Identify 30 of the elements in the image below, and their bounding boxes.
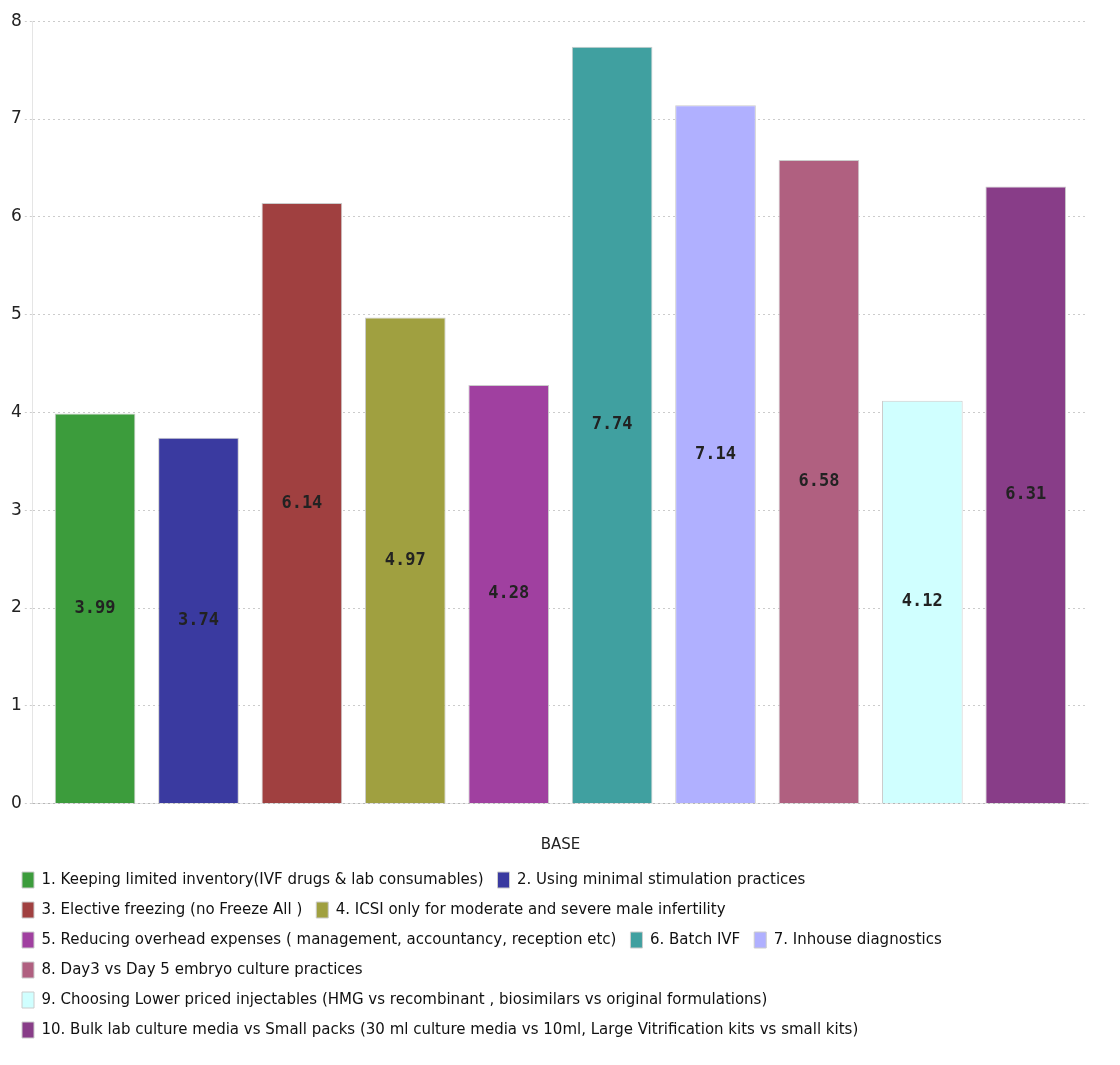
legend-label: 8. Day3 vs Day 5 embryo culture practices <box>41 959 363 978</box>
data-label: 4.28 <box>488 582 530 603</box>
data-label: 6.58 <box>798 470 840 491</box>
y-tick-label: 3 <box>10 498 22 519</box>
legend-label: 4. ICSI only for moderate and severe male infertility <box>335 899 726 918</box>
legend-label: 1. Keeping limited inventory(IVF drugs & lab consumables) <box>41 869 484 888</box>
legend-label: 5. Reducing overhead expenses ( management, accountancy, reception etc) <box>41 929 617 948</box>
data-label: 6.31 <box>1005 483 1047 504</box>
x-axis-title: BASE <box>540 834 581 853</box>
y-tick-label: 6 <box>10 205 22 226</box>
y-tick-label: 4 <box>10 400 22 421</box>
legend-label: 9. Choosing Lower priced injectables (HMG vs recombinant , biosimilars vs original formulations) <box>41 989 768 1008</box>
data-label: 3.99 <box>74 596 116 617</box>
data-label: 4.97 <box>384 548 426 569</box>
data-label: 3.74 <box>178 608 219 629</box>
y-tick-label: 1 <box>10 694 22 715</box>
y-tick-label: 7 <box>10 107 22 128</box>
y-tick-label: 2 <box>10 596 22 617</box>
legend-label: 6. Batch IVF <box>649 929 741 948</box>
y-tick-label: 8 <box>10 9 22 30</box>
legend-label: 7. Inhouse diagnostics <box>773 929 942 948</box>
data-label: 4.12 <box>901 590 943 611</box>
legend-label: 2. Using minimal stimulation practices <box>517 869 806 888</box>
data-label: 6.14 <box>281 491 323 512</box>
data-label: 7.14 <box>695 442 736 463</box>
y-tick-label: 5 <box>10 303 22 324</box>
data-label: 7.74 <box>591 413 633 434</box>
y-tick-label: 0 <box>10 792 22 813</box>
legend-label: 3. Elective freezing (no Freeze All ) <box>41 899 303 918</box>
legend-label: 10. Bulk lab culture media vs Small packs (30 ml culture media vs 10ml, Large Vitrification kits vs small kits) <box>41 1019 859 1038</box>
